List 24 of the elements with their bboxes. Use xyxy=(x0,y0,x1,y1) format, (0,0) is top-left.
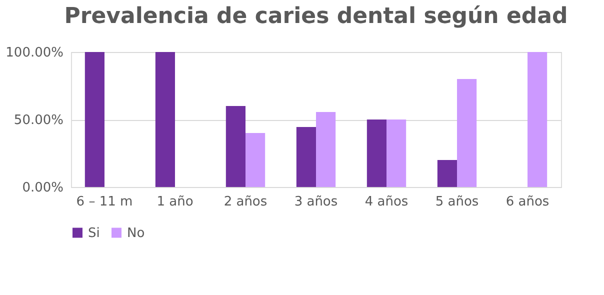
x-tick-label: 1 año xyxy=(156,194,194,210)
bar xyxy=(457,79,477,187)
legend-label: Si xyxy=(88,226,100,241)
bar xyxy=(366,120,387,187)
x-tick-label: 6 – 11 m xyxy=(76,194,133,210)
bar xyxy=(245,133,266,187)
bar xyxy=(528,52,548,187)
x-tick-label: 4 años xyxy=(364,194,408,210)
bar xyxy=(296,127,316,187)
bar xyxy=(226,106,246,187)
y-tick-label: 0.00% xyxy=(22,180,64,196)
y-tick-label: 50.00% xyxy=(14,113,64,128)
bar xyxy=(84,52,104,187)
bar xyxy=(155,52,175,187)
legend-label: No xyxy=(127,226,145,241)
x-tick-label: 6 años xyxy=(506,194,550,210)
bar xyxy=(386,120,406,187)
bar xyxy=(316,112,336,187)
x-tick-label: 3 años xyxy=(294,194,338,210)
y-tick-label: 100.00% xyxy=(6,46,64,60)
bar xyxy=(437,160,458,187)
x-tick-label: 2 años xyxy=(224,194,268,210)
x-tick-label: 5 años xyxy=(435,194,479,210)
chart-title: Prevalencia de caries dental según edad xyxy=(64,4,568,29)
